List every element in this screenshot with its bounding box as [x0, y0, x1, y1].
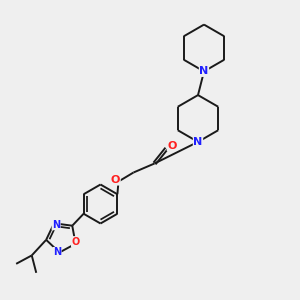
Text: N: N [52, 220, 60, 230]
Text: O: O [111, 175, 120, 185]
Text: N: N [53, 248, 61, 257]
Text: N: N [200, 66, 208, 76]
Text: O: O [71, 237, 80, 247]
Text: N: N [194, 137, 202, 147]
Text: O: O [167, 140, 177, 151]
